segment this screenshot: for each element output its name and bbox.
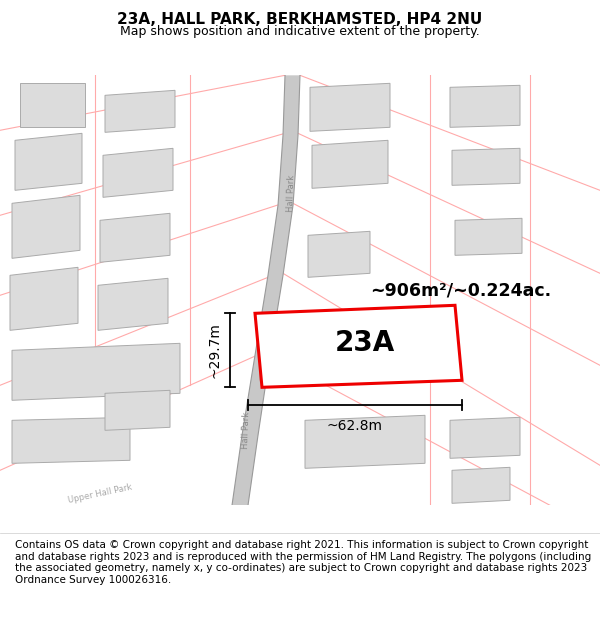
Polygon shape [310,83,390,131]
Polygon shape [12,343,180,400]
Polygon shape [308,231,370,278]
Text: Hall Park: Hall Park [286,174,296,212]
Polygon shape [255,305,462,388]
Polygon shape [100,213,170,262]
Polygon shape [450,418,520,458]
Text: Map shows position and indicative extent of the property.: Map shows position and indicative extent… [120,24,480,38]
Polygon shape [105,90,175,132]
Text: 23A, HALL PARK, BERKHAMSTED, HP4 2NU: 23A, HALL PARK, BERKHAMSTED, HP4 2NU [118,12,482,27]
Polygon shape [105,390,170,430]
Polygon shape [455,218,522,255]
Polygon shape [98,278,168,330]
Polygon shape [305,415,425,468]
Polygon shape [103,148,173,198]
Text: ~906m²/~0.224ac.: ~906m²/~0.224ac. [370,281,551,299]
Polygon shape [452,148,520,185]
Polygon shape [232,75,300,505]
Text: 23A: 23A [335,329,395,357]
Polygon shape [260,318,330,380]
Polygon shape [452,468,510,503]
Polygon shape [12,418,130,463]
Text: Hall Park: Hall Park [241,412,251,449]
Text: Contains OS data © Crown copyright and database right 2021. This information is : Contains OS data © Crown copyright and d… [15,540,591,585]
Text: ~29.7m: ~29.7m [208,322,222,378]
Polygon shape [12,195,80,258]
Text: ~62.8m: ~62.8m [327,419,383,433]
Polygon shape [10,268,78,330]
Polygon shape [312,140,388,188]
Polygon shape [450,85,520,127]
Polygon shape [20,83,85,127]
Polygon shape [15,133,82,190]
Text: Upper Hall Park: Upper Hall Park [67,482,133,504]
